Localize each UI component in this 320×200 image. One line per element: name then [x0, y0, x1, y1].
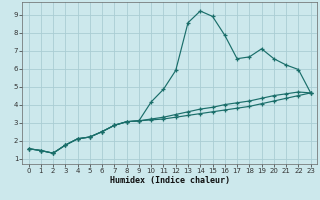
X-axis label: Humidex (Indice chaleur): Humidex (Indice chaleur)	[110, 176, 230, 185]
